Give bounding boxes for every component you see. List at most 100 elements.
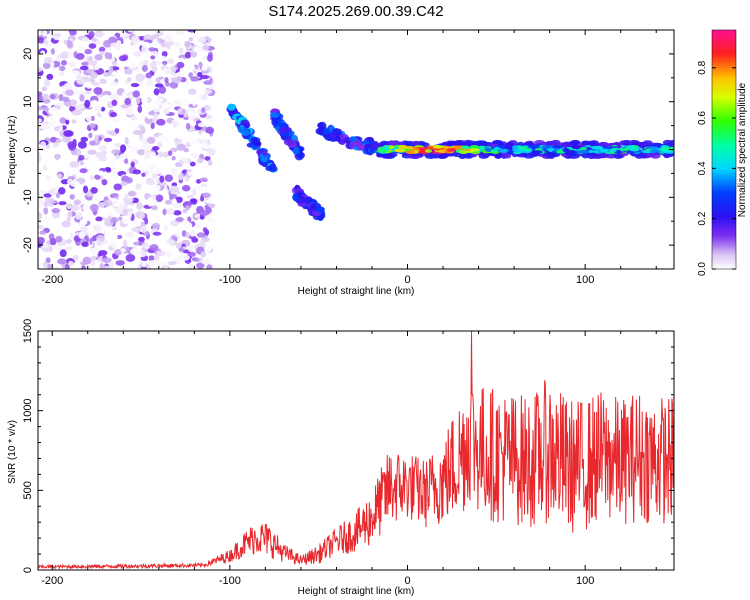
- heatmap-cell: [296, 191, 303, 198]
- heatmap-cell: [66, 216, 72, 222]
- heatmap-cell: [313, 211, 321, 217]
- heatmap-cell: [144, 158, 152, 166]
- heatmap-cell: [348, 141, 355, 149]
- snr-panel: -200 -100 0 100 0 500 1000 1500 Height of stra…: [7, 319, 675, 597]
- heatmap-cell: [151, 205, 158, 211]
- heatmap-cell: [65, 119, 70, 125]
- heatmap-cell: [79, 218, 88, 226]
- heatmap-cell: [65, 238, 73, 244]
- heatmap-cell: [393, 148, 406, 153]
- heatmap-cell: [38, 66, 43, 72]
- heatmap-cell: [111, 99, 118, 107]
- heatmap-cell: [91, 196, 98, 202]
- heatmap-cell: [81, 61, 89, 66]
- heatmap-cell: [38, 224, 44, 230]
- heatmap-cell: [197, 122, 206, 128]
- heatmap-cell: [411, 141, 421, 147]
- heatmap-cell: [60, 210, 68, 217]
- heatmap-cell: [156, 118, 166, 126]
- heatmap-cell: [43, 207, 49, 215]
- heatmap-cell: [164, 77, 169, 84]
- heatmap-cell: [94, 174, 101, 180]
- heatmap-cell: [256, 148, 263, 155]
- heatmap-cell: [41, 86, 48, 92]
- heatmap-cell: [69, 194, 75, 200]
- heatmap-cell: [541, 145, 552, 149]
- spectrogram-y-tick-label: 0: [22, 146, 34, 152]
- heatmap-cell: [139, 225, 148, 233]
- heatmap-cell: [186, 194, 194, 199]
- heatmap-cell: [59, 117, 67, 124]
- heatmap-cell: [43, 193, 52, 198]
- heatmap-cell: [127, 191, 136, 197]
- heatmap-cell: [82, 256, 92, 265]
- heatmap-cell: [108, 130, 116, 136]
- colorbar-gradient: [711, 29, 737, 270]
- heatmap-cell: [89, 71, 98, 79]
- heatmap-cell: [166, 238, 175, 245]
- heatmap-cell: [102, 140, 109, 146]
- heatmap-cell: [113, 202, 121, 207]
- heatmap-cell: [38, 211, 43, 220]
- heatmap-cell: [207, 54, 213, 62]
- heatmap-cell: [44, 43, 54, 48]
- heatmap-cell: [269, 112, 280, 118]
- heatmap-cell: [79, 168, 88, 174]
- heatmap-cell: [197, 36, 207, 44]
- heatmap-cell: [132, 169, 142, 175]
- heatmap-cell: [556, 149, 564, 154]
- heatmap-cell: [177, 173, 184, 181]
- heatmap-cell: [162, 103, 172, 108]
- heatmap-cell: [187, 170, 193, 176]
- heatmap-cell: [278, 126, 288, 133]
- heatmap-cell: [202, 227, 208, 233]
- heatmap-cell: [123, 208, 128, 217]
- heatmap-cell: [171, 182, 178, 187]
- heatmap-cell: [315, 206, 325, 212]
- heatmap-cell: [188, 187, 193, 196]
- heatmap-cell: [309, 203, 316, 209]
- heatmap-cell: [144, 192, 149, 200]
- heatmap-cell: [138, 132, 144, 141]
- heatmap-cell: [494, 153, 502, 159]
- snr-frame: [37, 330, 675, 571]
- heatmap-cell: [201, 144, 212, 149]
- heatmap-cell: [164, 250, 173, 258]
- heatmap-cell: [154, 83, 164, 88]
- heatmap-cell: [114, 142, 122, 148]
- heatmap-cell: [40, 141, 47, 149]
- heatmap-cell: [47, 120, 57, 127]
- heatmap-cell: [74, 211, 83, 220]
- heatmap-cell: [109, 65, 114, 74]
- heatmap-cell: [97, 145, 108, 151]
- heatmap-cell: [578, 150, 590, 154]
- heatmap-cell: [153, 254, 160, 262]
- heatmap-cell: [103, 242, 110, 249]
- heatmap-cell: [151, 172, 158, 180]
- heatmap-cell: [38, 236, 45, 245]
- heatmap-cell: [42, 40, 49, 45]
- colorbar: 0.0 0.2 0.4 0.6 0.8 Normalized spectral ampl…: [697, 29, 748, 276]
- heatmap-cell: [75, 53, 85, 60]
- heatmap-cell: [531, 150, 543, 154]
- heatmap-cell: [102, 199, 113, 207]
- heatmap-cell: [195, 187, 204, 195]
- heatmap-cell: [137, 81, 144, 86]
- heatmap-cell: [138, 249, 147, 258]
- heatmap-cell: [523, 147, 533, 152]
- heatmap-cell: [181, 230, 187, 237]
- heatmap-cell: [446, 148, 457, 152]
- heatmap-cell: [72, 254, 80, 261]
- heatmap-cell: [203, 80, 213, 85]
- heatmap-cell: [343, 136, 351, 144]
- heatmap-cell: [152, 231, 162, 236]
- heatmap-cell: [75, 132, 81, 137]
- heatmap-cell: [204, 204, 209, 211]
- heatmap-cell: [208, 203, 216, 209]
- heatmap-cell: [48, 129, 57, 135]
- heatmap-cell: [561, 148, 571, 153]
- spectrogram-y-ticks: -20 -10 0 10 20: [22, 29, 674, 270]
- heatmap-cell: [388, 140, 398, 146]
- heatmap-cell: [404, 150, 416, 154]
